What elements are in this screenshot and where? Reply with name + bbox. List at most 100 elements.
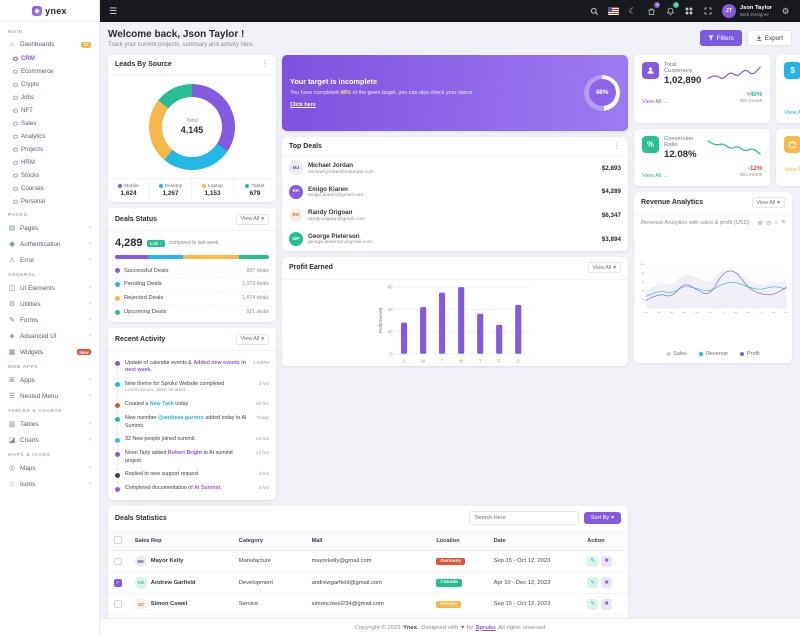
svg-text:Nov: Nov — [772, 312, 775, 314]
filters-button[interactable]: Filters — [699, 30, 742, 47]
sidebar-subitem[interactable]: NFT — [0, 104, 99, 117]
sidebar-item-forms[interactable]: ✎ Forms › — [0, 312, 99, 328]
more-options-icon[interactable]: ⋮ — [261, 59, 269, 68]
menu-toggle-icon[interactable]: ☰ — [109, 5, 118, 16]
sidebar-subitem[interactable]: Crypto — [0, 78, 99, 91]
sidebar-subitem[interactable]: Sales — [0, 117, 99, 130]
sidebar-item-widgets[interactable]: ▦ Widgets New — [0, 344, 99, 360]
settings-gear-icon[interactable]: ⚙ — [781, 5, 790, 16]
activity-link[interactable]: New Task — [149, 401, 174, 408]
sort-by-button[interactable]: Sort By ▾ — [583, 512, 621, 525]
mail-cell: simoncowel234@gmail.com — [305, 593, 431, 616]
sidebar-subitem[interactable]: Jobs — [0, 91, 99, 104]
sidebar-subitem[interactable]: Personal — [0, 195, 99, 208]
delete-button[interactable]: ✖ — [601, 577, 613, 589]
apps-grid-icon[interactable] — [684, 6, 695, 17]
home-reset-icon[interactable]: ⌂ — [774, 218, 779, 226]
spruko-link[interactable]: Spruko — [475, 624, 496, 631]
sidebar-item-nested-menu[interactable]: ☰ Nested Menu › — [0, 388, 99, 404]
row-checkbox[interactable]: ✓ — [114, 579, 122, 587]
sidebar-item-advanced-ui[interactable]: ◈ Advanced UI › — [0, 328, 99, 344]
search-icon[interactable] — [589, 6, 600, 17]
sidebar-subitem[interactable]: Stocks — [0, 169, 99, 182]
sidebar-item-tables[interactable]: ▥ Tables › — [0, 416, 99, 432]
sidebar-item-error[interactable]: ⚠ Error › — [0, 252, 99, 268]
svg-text:Dec: Dec — [785, 312, 788, 314]
view-all-link[interactable]: View All → — [642, 98, 669, 105]
export-button[interactable]: Export — [746, 30, 792, 47]
activity-time: 4:45PM — [252, 359, 269, 365]
delete-button[interactable]: ✖ — [601, 555, 613, 567]
top-deal-row[interactable]: MJ Michael Jordan michael.jordan@example… — [282, 157, 628, 181]
top-deal-row[interactable]: RO Randy Origoan randy.origoan@gmail.com… — [282, 204, 628, 228]
sidebar-subitem[interactable]: Projects — [0, 143, 99, 156]
sidebar-item-pages[interactable]: ▤ Pages › — [0, 220, 99, 236]
column-header[interactable]: Action — [581, 531, 628, 552]
chart-menu-icon[interactable]: ≡ — [781, 218, 785, 226]
column-header[interactable]: Mail — [305, 531, 431, 552]
view-all-link[interactable]: View All → — [784, 109, 800, 116]
view-all-dropdown[interactable]: View All ▾ — [587, 262, 621, 274]
chart-legend: Sales Revenue Profit — [634, 349, 792, 363]
fullscreen-icon[interactable] — [703, 6, 714, 17]
chart-toolbar: ⊕ ⊖ ⌂ ≡ — [757, 219, 785, 227]
top-deal-row[interactable]: GP George Pieterson george.pieterson@gma… — [282, 227, 628, 251]
sidebar-subitem[interactable]: Courses — [0, 182, 99, 195]
column-header[interactable]: Sales Rep — [128, 531, 233, 552]
column-header[interactable]: Date — [487, 531, 582, 552]
sidebar-subitem[interactable]: Analytics — [0, 130, 99, 143]
sidebar-subitem[interactable]: CRM — [0, 52, 99, 65]
cart-icon[interactable]: 5 — [646, 2, 661, 17]
sidebar-item-authentication[interactable]: ◉ Authentication › — [0, 236, 99, 252]
revenue-dollar-icon: $ — [784, 61, 800, 79]
top-deal-row[interactable]: EK Emigo Kiaren emigo.kiaren@gmail.com $… — [282, 180, 628, 204]
zoom-in-icon[interactable]: ⊕ — [757, 219, 763, 227]
card-title: Deals Status — [115, 215, 158, 223]
search-input[interactable] — [468, 511, 579, 526]
sidebar-item-apps[interactable]: ⊞ Apps › — [0, 372, 99, 388]
click-here-link[interactable]: Click here — [290, 102, 316, 109]
activity-link[interactable]: Robert Bright — [167, 450, 203, 457]
sidebar-item-label: Error — [20, 256, 35, 264]
status-badge: 1.02 ↑ — [146, 239, 165, 247]
row-checkbox[interactable]: ✓ — [114, 600, 122, 608]
sidebar-item-utilities[interactable]: ⚙ Utilities › — [0, 296, 99, 312]
delete-button[interactable]: ✖ — [601, 598, 613, 610]
sidebar-subitem[interactable]: Ecommerce — [0, 65, 99, 78]
row-checkbox[interactable]: ✓ — [114, 557, 122, 566]
sidebar-item-charts[interactable]: ◪ Charts › — [0, 432, 99, 448]
status-label: Upcoming Deals — [124, 309, 167, 316]
edit-button[interactable]: ✎ — [587, 555, 599, 567]
table-row[interactable]: ✓ AG Andrew Garfield Development andrewga… — [108, 572, 628, 595]
more-options-icon[interactable]: ⋮ — [613, 141, 621, 150]
edit-button[interactable]: ✎ — [587, 598, 599, 610]
logo[interactable]: ynex — [0, 0, 99, 22]
notifications-bell-icon[interactable]: 2 — [665, 2, 680, 17]
chevron-right-icon: › — [89, 241, 91, 247]
activity-link[interactable]: @andreas gurrero — [157, 415, 204, 422]
sidebar-item-ui-elements[interactable]: ◫ UI Elements › — [0, 280, 99, 296]
language-flag-icon[interactable] — [607, 7, 619, 15]
total-deals-card: Total Deals 2,543 View All → +19%this mo… — [776, 128, 800, 186]
zoom-out-icon[interactable]: ⊖ — [765, 219, 772, 227]
sidebar-item-maps[interactable]: ◎ Maps › — [0, 460, 99, 476]
column-header[interactable]: Location — [430, 531, 488, 552]
deals-status-item: Upcoming Deals 921 deals — [115, 306, 269, 319]
activity-link[interactable]: Added new events in next week. — [125, 359, 247, 374]
dark-mode-moon-icon[interactable]: ☾ — [628, 5, 637, 16]
edit-button[interactable]: ✎ — [587, 577, 599, 589]
sidebar-subitem[interactable]: HRM — [0, 156, 99, 169]
view-all-dropdown[interactable]: View All ▾ — [751, 197, 785, 209]
column-header[interactable]: Category — [232, 531, 306, 552]
select-all-checkbox[interactable] — [114, 536, 122, 544]
sidebar-item-icons[interactable]: ☆ Icons › — [0, 476, 99, 492]
sidebar-item-dashboards[interactable]: ⌂ Dashboards 12 — [0, 37, 99, 52]
view-all-link[interactable]: View All → — [642, 172, 669, 179]
view-all-dropdown[interactable]: View All ▾ — [235, 213, 269, 225]
activity-link[interactable]: AI Summit. — [194, 485, 222, 492]
view-all-link[interactable]: View All → — [784, 166, 800, 173]
view-all-dropdown[interactable]: View All ▾ — [235, 333, 269, 345]
user-menu[interactable]: JT Json Taylor Web Designer — [721, 4, 772, 18]
